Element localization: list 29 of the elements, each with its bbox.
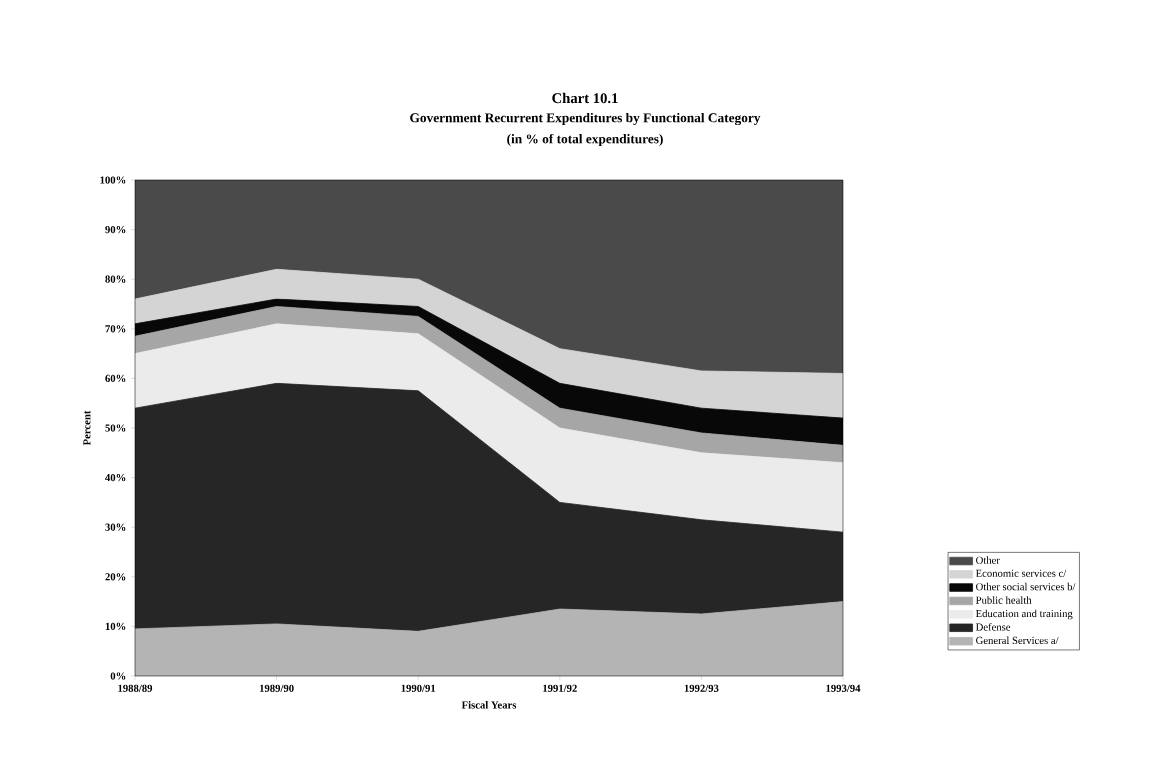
legend-label: Defense	[975, 623, 1011, 631]
y-tick-label: 60%	[105, 374, 126, 383]
y-tick-label: 20%	[105, 573, 126, 581]
x-axis-title: Fiscal Years	[461, 701, 517, 709]
chart-title: Chart 10.1	[552, 92, 618, 104]
legend-label: Other social services b/	[976, 582, 1076, 591]
x-tick-label: 1989/90	[259, 684, 294, 692]
chart-subtitle: Government Recurrent Expenditures by Functional Category	[410, 112, 761, 126]
y-tick-label: 100%	[100, 176, 126, 184]
legend-label: Education and training	[975, 609, 1073, 620]
y-tick-label: 40%	[105, 473, 126, 482]
y-tick-label: 10%	[105, 622, 126, 631]
y-axis-title: Percent	[83, 410, 91, 446]
y-tick-label: 0%	[110, 672, 126, 680]
x-tick-label: 1992/93	[684, 684, 719, 692]
x-tick-label: 1988/89	[118, 684, 153, 692]
legend-label: Other	[976, 556, 1000, 564]
y-tick-label: 80%	[105, 275, 126, 283]
text: (in % of total expenditures)	[507, 133, 663, 147]
legend-label: Public health	[975, 596, 1032, 604]
y-tick-label: 50%	[105, 424, 126, 432]
legend-label: General Services a/	[976, 636, 1059, 645]
x-tick-label: 1991/92	[543, 684, 577, 692]
y-tick-label: 30%	[105, 523, 126, 531]
x-tick-label: 1990/91	[401, 684, 436, 692]
legend-label: Economic services c/	[975, 569, 1067, 577]
y-tick-label: 90%	[105, 225, 126, 234]
x-tick-label: 1993/94	[826, 684, 861, 692]
y-tick-label: 70%	[105, 325, 126, 333]
